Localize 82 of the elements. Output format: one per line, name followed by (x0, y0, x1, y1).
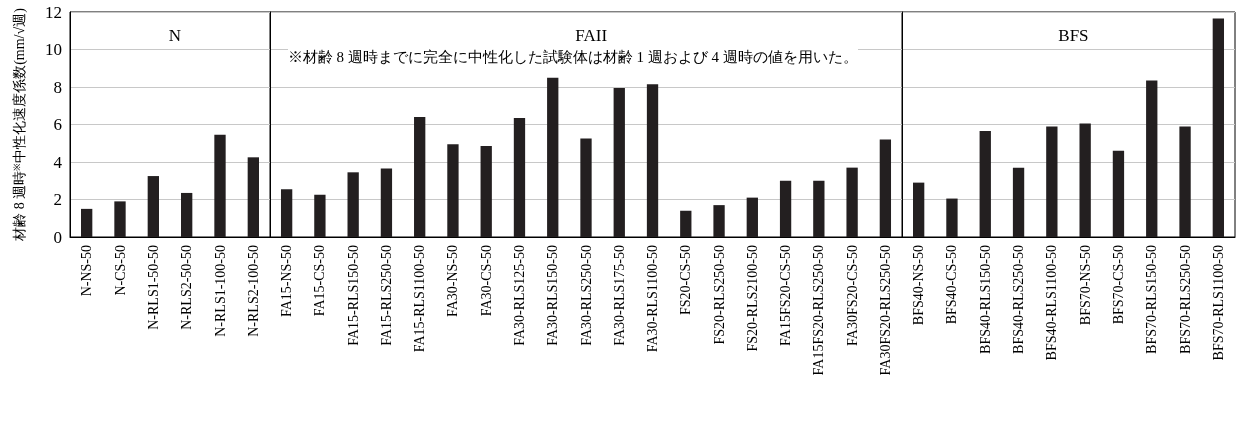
x-tick-label: FA15FS20-RLS250-50 (811, 245, 827, 376)
x-tick-label: N-RLS1-100-50 (212, 245, 228, 337)
y-tick-label: 0 (53, 227, 62, 247)
x-tick-label: FA30-RLS1100-50 (644, 245, 660, 353)
x-tick-label: FA30-CS-50 (478, 245, 494, 317)
bar (347, 172, 359, 237)
x-tick-label: FA30FS20-CS-50 (844, 245, 860, 346)
bar (946, 198, 958, 237)
x-tick-label: FA15-RLS1100-50 (411, 245, 427, 353)
x-tick-label: N-NS-50 (79, 245, 95, 297)
bar (480, 146, 492, 237)
bar (613, 87, 625, 237)
bar (513, 117, 525, 237)
x-tick-label: N-RLS2-100-50 (245, 245, 261, 337)
x-tick-label: FS20-RLS2100-50 (744, 245, 760, 352)
bar (879, 139, 891, 237)
y-tick-label: 4 (53, 152, 63, 172)
y-tick-label: 6 (53, 115, 62, 134)
bar (1046, 126, 1058, 237)
x-tick-label: BFS40-RLS150-50 (977, 245, 993, 354)
bar (247, 157, 259, 237)
bar (1146, 80, 1158, 237)
bar (447, 144, 459, 237)
x-tick-label: BFS70-CS-50 (1111, 245, 1127, 325)
bar (1079, 123, 1091, 237)
y-axis-title: 材齢 8 週時※中性化速度係数(mm/√週) (11, 7, 28, 242)
bar (280, 189, 292, 237)
x-tick-label: N-RLS1-50-50 (145, 245, 161, 330)
y-tick-label: 10 (45, 40, 62, 59)
x-tick-label: BFS40-NS-50 (911, 245, 927, 326)
bar (580, 138, 592, 237)
bar (181, 192, 193, 237)
bar (979, 131, 992, 237)
x-tick-label: BFS70-RLS250-50 (1177, 245, 1193, 354)
x-tick-label: N-RLS2-50-50 (179, 245, 195, 330)
x-tick-label: FA15-NS-50 (278, 245, 294, 318)
x-tick-label: FS20-CS-50 (677, 245, 693, 316)
x-tick-label: BFS40-CS-50 (944, 245, 960, 325)
bar (214, 134, 226, 237)
bar (81, 208, 93, 237)
bar (812, 180, 825, 237)
bar (679, 210, 692, 237)
text: BFS (1058, 26, 1089, 45)
bar (546, 77, 559, 237)
bar (380, 168, 392, 237)
x-tick-label: N-CS-50 (112, 245, 128, 296)
bar (846, 167, 858, 237)
text: N (168, 26, 181, 45)
bar (913, 182, 925, 237)
x-tick-label: FA15-CS-50 (312, 245, 328, 317)
bar (1179, 126, 1191, 237)
bar (646, 84, 658, 237)
x-tick-label: FA30-RLS250-50 (578, 245, 594, 346)
y-tick-label: 12 (45, 2, 62, 22)
bar (114, 201, 126, 237)
x-tick-label: FA15-RLS150-50 (345, 245, 361, 346)
x-tick-label: FA15FS20-CS-50 (777, 245, 793, 346)
bar (779, 180, 791, 237)
bar (313, 194, 326, 237)
y-tick-label: 8 (53, 77, 62, 97)
bar (1013, 167, 1025, 237)
x-tick-label: FA30-RLS175-50 (611, 245, 627, 346)
bar (746, 197, 758, 237)
x-tick-label: BFS40-RLS250-50 (1011, 245, 1027, 354)
bar (1212, 18, 1225, 237)
x-tick-label: BFS70-RLS1100-50 (1210, 245, 1226, 361)
bar (413, 117, 426, 237)
x-tick-label: BFS40-RLS1100-50 (1044, 245, 1060, 361)
x-tick-label: FA30-NS-50 (445, 245, 461, 318)
x-tick-label: FA30-RLS150-50 (544, 245, 560, 346)
text: FAII (575, 26, 608, 45)
x-tick-label: FA30-RLS125-50 (511, 245, 527, 346)
x-tick-label: FA15-RLS250-50 (378, 245, 394, 346)
bar (1112, 150, 1125, 237)
x-tick-label: FA30FS20-RLS250-50 (877, 245, 893, 376)
y-tick-label: 2 (53, 190, 62, 209)
x-tick-label: FS20-RLS250-50 (711, 245, 727, 345)
annotation: ※材齢 8 週時までに完全に中性化した試験体は材齢 1 週および 4 週時の値を用いた。 (287, 48, 858, 66)
x-tick-label: BFS70-NS-50 (1077, 245, 1093, 326)
bar (713, 205, 725, 237)
x-tick-label: BFS70-RLS150-50 (1144, 245, 1160, 354)
bar (147, 176, 159, 237)
